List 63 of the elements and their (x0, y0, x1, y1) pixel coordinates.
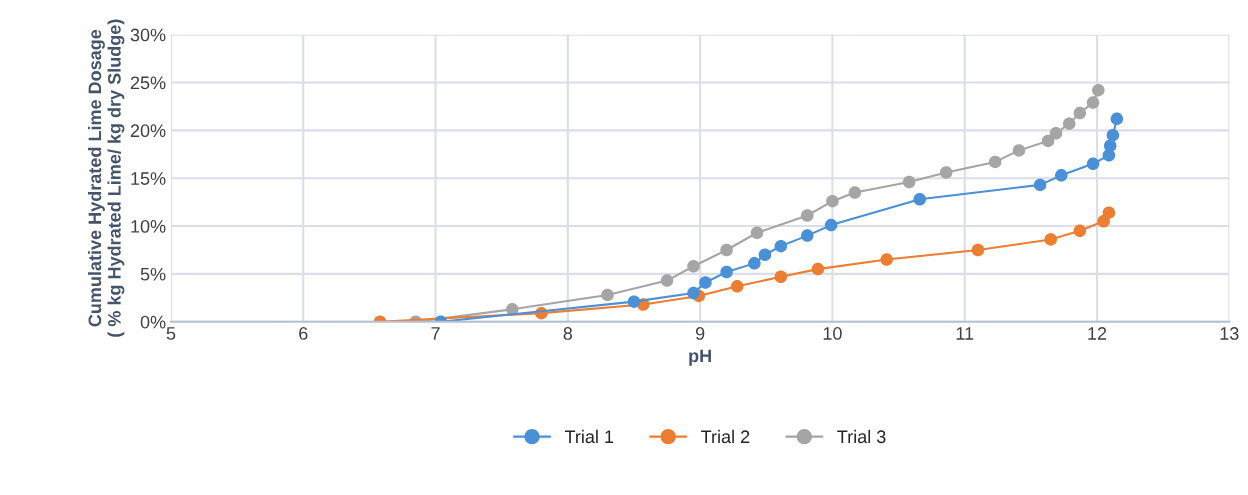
point (801, 209, 814, 222)
point (1073, 106, 1087, 120)
x-tick-label: 5 (166, 327, 176, 340)
y-tick-label: 25% (130, 76, 166, 90)
point (1110, 112, 1124, 126)
y-tick-label: 10% (131, 219, 166, 233)
point (801, 229, 814, 242)
x-axis-title: pH (689, 349, 711, 366)
point (1033, 178, 1047, 192)
point (748, 257, 761, 270)
point (1073, 224, 1087, 238)
point (750, 226, 764, 239)
point (720, 243, 733, 257)
point (758, 248, 772, 262)
point (913, 193, 926, 206)
x-tick-label: 6 (299, 327, 308, 340)
point (720, 265, 733, 279)
x-tick-label: 12 (1088, 327, 1107, 340)
y-tick-label: 5% (140, 267, 166, 281)
point (627, 295, 641, 308)
point (687, 286, 700, 300)
point (826, 194, 839, 208)
point (848, 186, 862, 199)
legend-label: Trial 1 (564, 429, 614, 444)
y-tick-label: 15% (131, 172, 166, 185)
point (730, 280, 744, 293)
point (939, 166, 953, 179)
point (1106, 128, 1120, 142)
x-tick-label: 10 (823, 327, 842, 340)
point (601, 288, 614, 302)
point (1092, 83, 1105, 97)
x-tick-label: 11 (956, 327, 974, 340)
point (1041, 134, 1055, 148)
point (824, 218, 838, 232)
point (880, 253, 893, 266)
point (902, 175, 916, 189)
x-tick-label: 9 (695, 327, 705, 340)
point (774, 239, 788, 253)
x-tick-label: 13 (1220, 327, 1239, 340)
y-tick-label: 30% (130, 28, 166, 42)
point (811, 262, 825, 276)
point (1055, 169, 1068, 182)
point (971, 243, 985, 257)
point (1062, 117, 1076, 130)
point (699, 276, 712, 289)
point (1012, 144, 1026, 157)
point (1102, 206, 1116, 219)
point (687, 259, 700, 273)
point (660, 274, 674, 287)
point (1086, 96, 1100, 109)
point (1049, 126, 1063, 140)
legend-label: Trial 3 (837, 429, 886, 444)
x-tick-label: 8 (563, 327, 573, 340)
point (1044, 233, 1057, 246)
point (988, 155, 1002, 169)
x-tick-label: 7 (431, 327, 440, 340)
point (1103, 139, 1117, 152)
y-tick-label: 0% (140, 315, 166, 329)
y-axis-title: Cumulative Hydrated Lime Dosage ( % kg Hydrated Lime/ kg dry Sludge) (87, 19, 125, 337)
legend-label: Trial 2 (701, 429, 750, 444)
y-tick-label: 20% (130, 124, 166, 138)
point (774, 270, 788, 284)
point (1086, 157, 1100, 171)
